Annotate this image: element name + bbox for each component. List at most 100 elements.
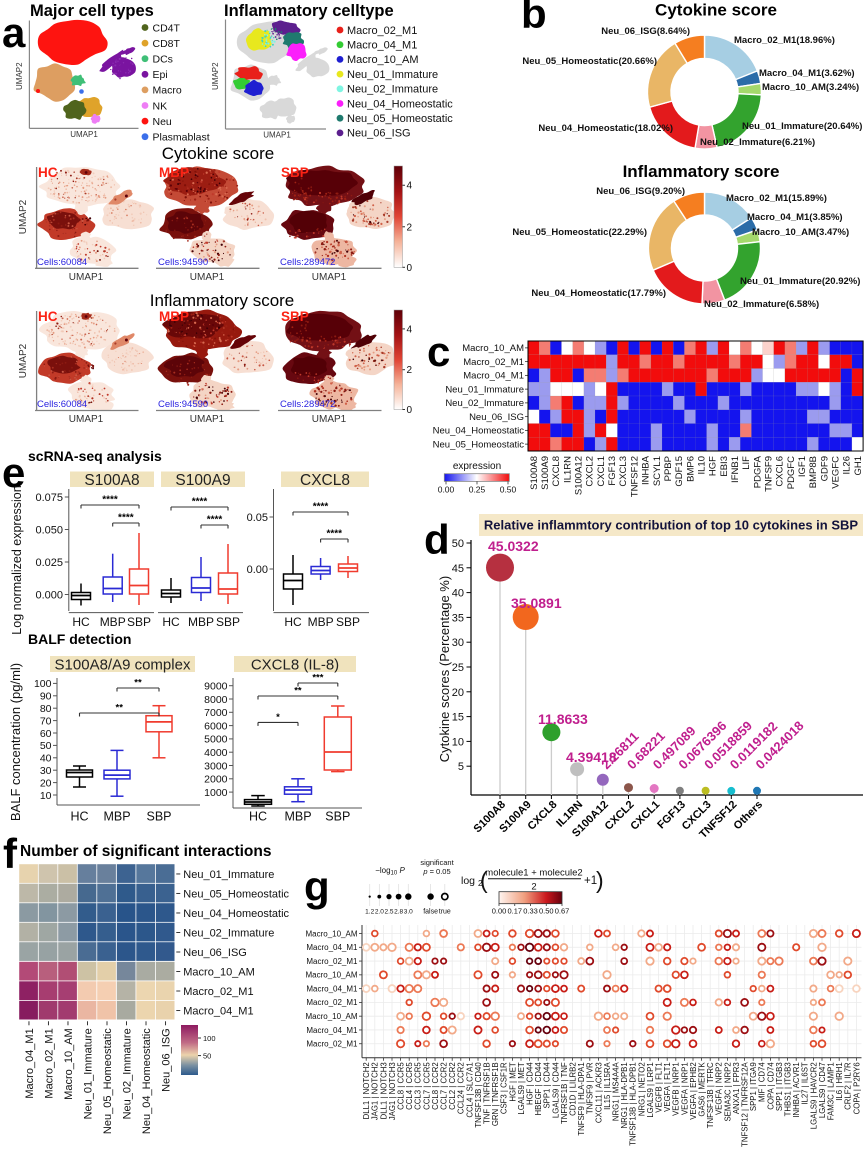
svg-text:S100A9: S100A9 [540, 456, 551, 490]
svg-text:0.17: 0.17 [507, 907, 522, 916]
svg-text:11.8633: 11.8633 [538, 711, 588, 727]
svg-text:PDGFC: PDGFC [786, 456, 797, 489]
svg-text:Neu_04_Homeostatic: Neu_04_Homeostatic [183, 908, 289, 920]
svg-text:Macro_02_M1: Macro_02_M1 [347, 25, 417, 37]
svg-text:**: ** [116, 703, 124, 714]
svg-text:4000: 4000 [204, 747, 228, 759]
svg-text:Neu_02_Immature: Neu_02_Immature [347, 84, 438, 96]
svg-text:CSF3 | CSF1R: CSF3 | CSF1R [500, 1062, 509, 1114]
svg-text:UMAP1: UMAP1 [69, 414, 104, 425]
svg-text:PDGFA: PDGFA [752, 455, 763, 488]
svg-text:Macro: Macro [153, 85, 182, 97]
svg-text:2: 2 [407, 222, 413, 233]
svg-text:0.00: 0.00 [438, 485, 455, 495]
svg-text:BMP8B: BMP8B [808, 456, 819, 488]
svg-text:0.50: 0.50 [539, 907, 554, 916]
svg-text:Neu_01_Immature(20.92%): Neu_01_Immature(20.92%) [740, 276, 860, 287]
svg-text:TNFRSF1B | TNF: TNFRSF1B | TNF [560, 1062, 569, 1124]
svg-text:HGF | MET: HGF | MET [508, 1062, 517, 1102]
svg-text:CXCL2: CXCL2 [585, 456, 596, 487]
svg-text:MIF | CD74: MIF | CD74 [758, 1062, 767, 1102]
svg-text:LGALS9 | MET: LGALS9 | MET [517, 1062, 526, 1115]
svg-text:UMAP2: UMAP2 [18, 199, 29, 234]
svg-text:Neu_02_Immature(6.21%): Neu_02_Immature(6.21%) [700, 137, 815, 148]
svg-text:c: c [427, 328, 450, 375]
svg-text:Macro_04_M1: Macro_04_M1 [306, 984, 358, 993]
svg-text:JAG1 | NOTCH3: JAG1 | NOTCH3 [388, 1062, 397, 1120]
svg-text:TNFSF12 | TNFRSF12A: TNFSF12 | TNFRSF12A [741, 1062, 750, 1147]
svg-text:(: ( [480, 867, 488, 893]
svg-text:Cells:94590: Cells:94590 [158, 399, 208, 410]
svg-text:VEGFA | NRP1: VEGFA | NRP1 [680, 1062, 689, 1115]
svg-text:Macro_04_M1: Macro_04_M1 [306, 1026, 358, 1035]
svg-text:70: 70 [40, 715, 52, 727]
svg-text:Macro_04_M1(3.62%): Macro_04_M1(3.62%) [759, 68, 855, 79]
svg-text:IL15 | IL15RA: IL15 | IL15RA [603, 1062, 612, 1110]
svg-text:CCL4 | SLC7A1: CCL4 | SLC7A1 [465, 1062, 474, 1117]
svg-text:Inflammatory score: Inflammatory score [623, 162, 780, 181]
svg-text:Macro_04_M1: Macro_04_M1 [24, 1028, 36, 1098]
svg-text:LGALS9 | HAVCR2: LGALS9 | HAVCR2 [809, 1062, 818, 1129]
svg-text:d: d [424, 516, 450, 563]
svg-text:7000: 7000 [204, 707, 228, 719]
svg-text:0.25: 0.25 [469, 485, 486, 495]
svg-text:0.000: 0.000 [35, 590, 63, 602]
svg-text:Inflammatory celltype: Inflammatory celltype [224, 2, 394, 20]
svg-text:50: 50 [452, 538, 464, 550]
svg-text:Neu_01_Immature: Neu_01_Immature [347, 69, 438, 81]
svg-text:HC: HC [70, 810, 88, 824]
svg-text:Plasmablast: Plasmablast [153, 132, 210, 144]
svg-text:**: ** [134, 678, 142, 689]
svg-text:Neu_05_Homeostatic(22.29%): Neu_05_Homeostatic(22.29%) [512, 227, 647, 238]
svg-text:Neu_06_ISG: Neu_06_ISG [160, 1028, 172, 1092]
svg-text:HC: HC [38, 309, 58, 324]
svg-text:***: *** [312, 673, 323, 684]
svg-text:Neu_06_ISG: Neu_06_ISG [347, 128, 411, 140]
svg-text:Cytokine score: Cytokine score [162, 144, 274, 163]
svg-text:Macro_02_M1: Macro_02_M1 [306, 998, 358, 1007]
svg-text:MBP: MBP [159, 165, 189, 180]
svg-text:VEGFB | NRP1: VEGFB | NRP1 [672, 1062, 681, 1116]
svg-text:VEGFC: VEGFC [830, 456, 841, 489]
svg-text:40: 40 [452, 588, 464, 600]
svg-text:MBP: MBP [284, 810, 311, 824]
svg-text:IL6 | HRH1: IL6 | HRH1 [835, 1062, 844, 1100]
svg-text:INHBA | ACVR1: INHBA | ACVR1 [792, 1062, 801, 1117]
svg-text:CXCL8: CXCL8 [300, 472, 350, 489]
svg-text:CCL8 | CCR5: CCL8 | CCR5 [397, 1062, 406, 1110]
svg-text:UMAP1: UMAP1 [312, 414, 347, 425]
svg-text:S100A8/A9 complex: S100A8/A9 complex [55, 657, 191, 674]
svg-text:2000: 2000 [204, 774, 228, 786]
svg-text:Neu_04_Homeostatic: Neu_04_Homeostatic [347, 98, 453, 110]
svg-text:35: 35 [452, 612, 464, 624]
svg-text:Macro_10_AM: Macro_10_AM [305, 1012, 357, 1021]
svg-text:DLL1 | NOTCH3: DLL1 | NOTCH3 [379, 1062, 388, 1119]
svg-text:PPBP: PPBP [663, 456, 674, 481]
svg-text:0.67: 0.67 [555, 907, 570, 916]
svg-text:SBP: SBP [281, 309, 309, 324]
svg-text:1000: 1000 [204, 787, 228, 799]
svg-text:Neu_05_Homeostatic(20.66%): Neu_05_Homeostatic(20.66%) [522, 56, 657, 67]
svg-text:UMAP1: UMAP1 [190, 272, 225, 283]
svg-text:LIF: LIF [741, 456, 752, 470]
svg-text:Macro_10_AM(3.24%): Macro_10_AM(3.24%) [762, 82, 859, 93]
svg-text:Macro_02_M1(15.89%): Macro_02_M1(15.89%) [726, 193, 827, 204]
svg-text:Macro_02_M1: Macro_02_M1 [463, 357, 524, 368]
svg-text:VEGFA | NRP2: VEGFA | NRP2 [715, 1062, 724, 1115]
svg-text:TNFSF13B | CD40: TNFSF13B | CD40 [474, 1062, 483, 1128]
svg-text:Macro_10_AM: Macro_10_AM [462, 343, 524, 354]
svg-text:90: 90 [40, 691, 52, 703]
svg-text:+1: +1 [584, 875, 597, 887]
svg-text:expression: expression [453, 461, 501, 472]
svg-text:b: b [521, 0, 547, 37]
svg-text:30: 30 [452, 637, 464, 649]
svg-text:45: 45 [452, 563, 464, 575]
svg-text:2.8: 2.8 [394, 909, 403, 916]
svg-text:Neu_05_Homeostatic: Neu_05_Homeostatic [183, 888, 289, 900]
svg-text:Macro_04_M1: Macro_04_M1 [347, 40, 417, 52]
svg-text:UMAP1: UMAP1 [70, 130, 98, 139]
svg-text:Neu: Neu [153, 116, 172, 128]
svg-text:MBP: MBP [188, 615, 214, 629]
svg-text:UMAP1: UMAP1 [190, 414, 225, 425]
svg-text:CXCL8 (IL-8): CXCL8 (IL-8) [251, 657, 339, 674]
